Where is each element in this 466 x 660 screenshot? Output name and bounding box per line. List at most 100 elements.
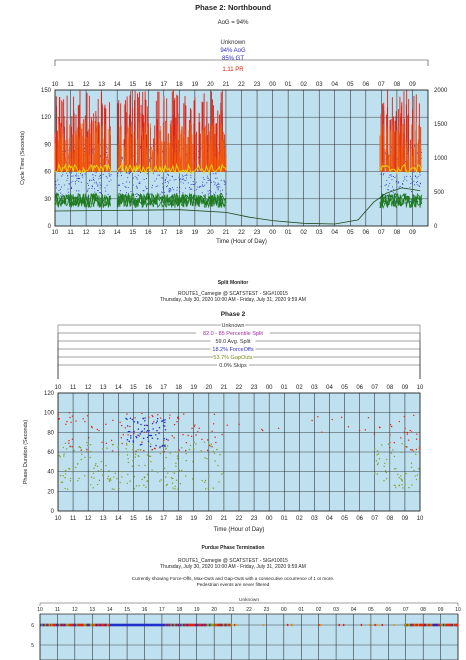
chart1-arrival-point [93,163,95,164]
chart2-forceoff-point [128,440,130,442]
chart2-maxout-point [261,428,263,431]
chart2-gapout-point [144,476,146,478]
chart1-x-tick-bottom: 20 [207,230,214,236]
chart1-arrival-point [142,190,144,192]
chart1-arrival-point [136,187,138,189]
chart1-legend-gt: 85% GT [221,56,244,62]
chart2-gapout-point [147,459,150,461]
chart3-termination-mark [89,623,92,627]
chart2-maxout-point [151,414,153,417]
chart1-arrival-point [62,151,64,152]
chart1-svg: 10 10 11 11 12 12 13 13 14 14 15 15 16 16 17 17 18 18 19 19… [20,59,448,245]
chart2-forceoff-point [139,433,142,435]
chart1-arrival-point [80,173,82,175]
chart2-x-tick-top: 16 [145,385,152,391]
chart2-y-tick: 60 [47,450,54,456]
chart2-maxout-point [311,419,313,422]
chart1-arrival-point [136,177,138,179]
chart2-gapout-point [126,454,129,456]
chart2-gapout-point [177,451,180,453]
chart1-arrival-point [209,179,211,181]
chart1-arrival-point [383,174,384,176]
chart1-arrival-point [149,150,151,152]
chart1-arrival-point [213,193,215,195]
chart2-maxout-point [71,415,74,417]
chart1-arrival-point [129,173,130,175]
chart1-arrival-point [151,187,153,189]
chart1-arrival-point [176,189,178,191]
chart1-arrival-point [136,196,138,198]
chart2-gapout-point [223,485,225,487]
chart2-maxout-point [68,442,70,444]
chart1-arrival-point [94,182,96,184]
chart3-termination-mark [436,623,439,627]
chart3-termination-mark [184,623,186,627]
chart3-termination-mark [432,623,435,627]
chart1-arrival-point [419,182,421,184]
chart1-x-tick-bottom: 12 [83,230,90,236]
chart2-maxout-point [378,426,381,428]
chart2-forceoff-point [145,431,148,433]
chart1-arrival-point [108,174,110,176]
chart2-maxout-point [141,412,143,415]
chart1-arrival-point [223,180,225,182]
chart2-y-tick: 100 [44,411,55,417]
chart1-arrival-point [146,188,147,190]
chart1-arrival-point [57,179,59,181]
chart1-arrival-point [162,150,163,152]
chart2-gapout-point [132,459,134,462]
chart1-arrival-point [135,162,137,164]
chart3-termination-mark [179,623,181,627]
chart2-maxout-point [197,431,199,433]
chart1-arrival-point [225,155,227,157]
chart3-termination-mark [98,623,101,627]
chart1-arrival-point [205,157,207,159]
chart1-arrival-point [68,183,70,184]
chart2-gapout-point [414,453,417,456]
chart1-x-tick-bottom: 18 [176,230,183,236]
chart1-x-tick-bottom: 11 [67,230,74,236]
chart2-forceoff-point [140,443,143,446]
chart2-maxout-point [120,437,122,439]
chart1-arrival-point [64,150,66,152]
chart2-gapout-point [376,463,379,466]
chart3-termination-mark [180,623,182,627]
chart2-gapout-point [400,479,403,481]
chart3-termination-mark [181,623,184,627]
chart2-gapout-point [146,480,149,482]
chart2-gapout-point [393,484,395,486]
chart2-forceoff-point [129,430,131,433]
chart2-gapout-point [134,456,136,458]
chart1-arrival-point [159,193,161,195]
chart2-forceoff-point [150,434,153,437]
chart3-termination-mark [175,623,177,627]
chart3-termination-mark [219,623,221,627]
chart3-termination-mark [262,623,265,627]
chart2-gapout-point [81,453,83,456]
chart2-forceoff-point [146,429,149,432]
chart2-subtitle-2: Thursday, July 30, 2020 10:00 AM - Frida… [160,297,306,303]
chart2-gapout-point [64,442,67,445]
chart1-arrival-point [395,200,397,202]
chart3-termination-mark [446,623,449,627]
chart1-arrival-point [132,184,134,186]
chart2-gapout-point [144,464,146,467]
chart1-arrival-point [388,185,389,187]
chart2-x-tick-bottom: 18 [175,516,182,522]
chart2-gapout-point [185,475,187,477]
chart1-arrival-point [181,174,183,176]
chart2-gapout-point [165,447,167,449]
chart1-arrival-point [152,200,154,202]
chart3-x-tick-top: 04 [351,607,357,613]
chart1-arrival-point [94,191,96,193]
chart3-termination-mark [407,623,410,627]
chart1-arrival-point [185,195,187,197]
chart1-arrival-point [216,184,218,186]
chart1-y-tick: 30 [44,197,51,203]
chart1-arrival-point [196,195,198,197]
chart1-y2-tick: 1500 [434,122,448,128]
chart1-arrival-point [391,175,393,177]
chart3-termination-mark [456,623,459,627]
chart3-termination-mark [441,623,444,627]
chart3-termination-mark [434,623,436,627]
